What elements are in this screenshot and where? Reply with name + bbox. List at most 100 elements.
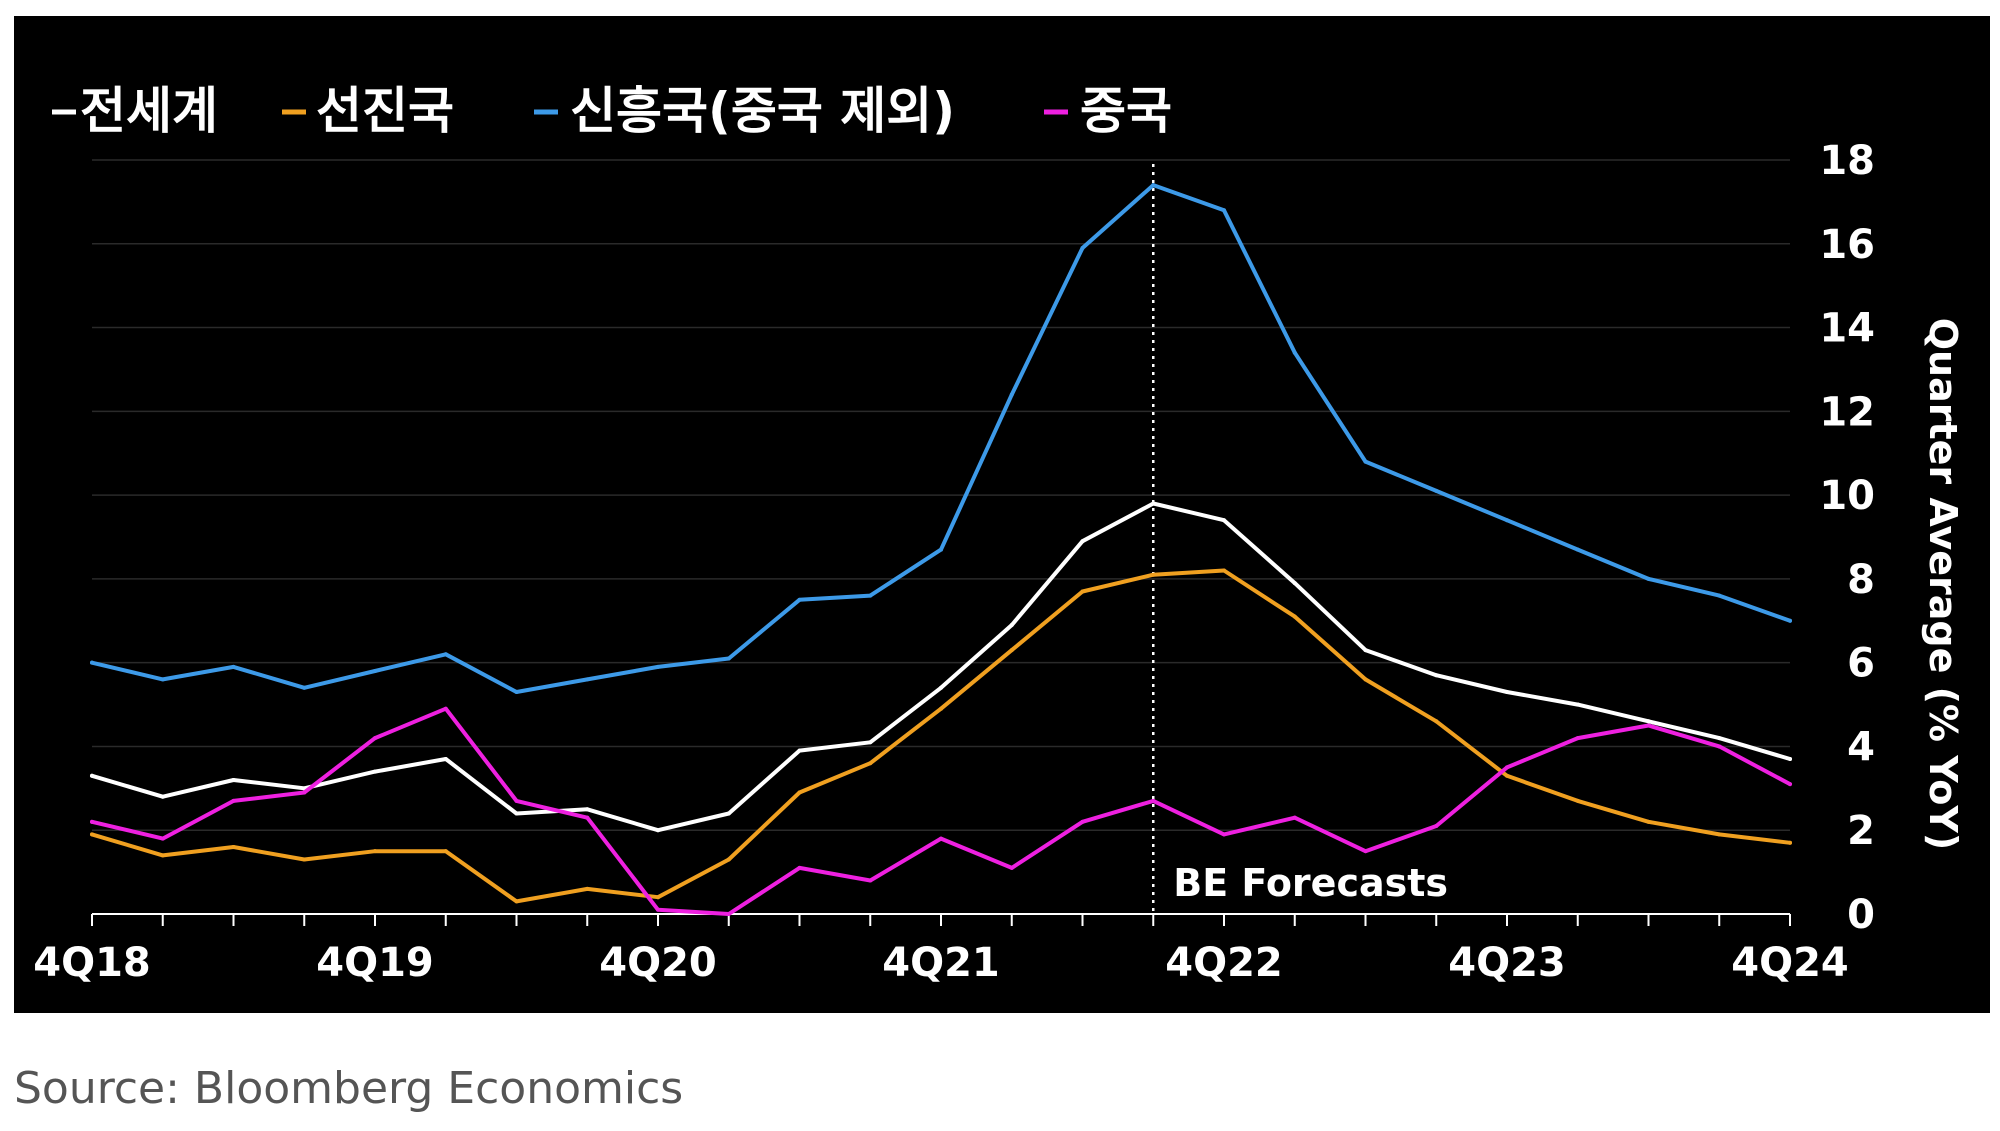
data-point-s3-3Q21: [868, 878, 873, 883]
y-tick-label-18: 18: [1819, 138, 1875, 184]
axes: 0 2 4 6 8 10 12 14 16 18 4Q18 4Q19 4Q20 4Q21 4Q22 4Q23 4…: [33, 138, 1875, 986]
data-point-s0-3Q23: [1434, 673, 1439, 678]
data-point-s0-4Q24: [1788, 757, 1792, 762]
data-point-s0-1Q20: [443, 757, 448, 762]
data-point-s1-3Q22: [1151, 572, 1156, 577]
data-point-s2-3Q23: [1434, 488, 1439, 493]
series-line-2: [90, 183, 1792, 694]
x-tick-label-4Q20: 4Q20: [599, 940, 717, 986]
data-point-s1-4Q19: [373, 849, 377, 854]
data-point-s0-2Q22: [1080, 539, 1085, 544]
data-point-s3-2Q21: [797, 865, 802, 870]
data-point-s2-2Q24: [1646, 576, 1651, 581]
x-tick-label-4Q22: 4Q22: [1165, 940, 1283, 986]
data-point-s3-3Q23: [1434, 824, 1439, 829]
legend-label-2: 신흥국(중국 제외): [570, 82, 955, 140]
data-point-s0-4Q22: [1222, 518, 1226, 523]
y-axis-title: Quarter Average (% YoY): [1921, 318, 1965, 851]
forecast-annotation: BE Forecasts: [1152, 164, 1448, 914]
series-line-3: [90, 706, 1792, 916]
data-point-s2-2Q22: [1080, 245, 1085, 250]
data-point-s3-1Q23: [1292, 815, 1297, 820]
legend-label-0: 전세계: [80, 82, 218, 140]
data-point-s1-3Q23: [1434, 719, 1439, 724]
data-point-s3-2Q23: [1363, 849, 1368, 854]
legend-label-3: 중국: [1080, 82, 1172, 140]
data-point-s2-4Q23: [1505, 518, 1509, 523]
data-point-s2-4Q21: [939, 547, 943, 552]
data-point-s3-3Q22: [1151, 798, 1156, 803]
y-tick-label-14: 14: [1819, 306, 1875, 352]
y-tick-label-6: 6: [1847, 641, 1875, 687]
data-point-s2-4Q24: [1788, 618, 1792, 623]
data-point-s2-1Q20: [443, 652, 448, 657]
gridlines: [92, 159, 1790, 831]
data-point-s0-4Q23: [1505, 689, 1509, 694]
data-point-s1-1Q23: [1292, 614, 1297, 619]
data-point-s2-1Q19: [160, 677, 165, 682]
legend-label-1: 선진국: [316, 82, 454, 140]
data-point-s1-1Q21: [726, 857, 731, 862]
data-point-s0-4Q18: [90, 773, 94, 778]
data-point-s1-4Q23: [1505, 773, 1509, 778]
y-tick-label-0: 0: [1847, 892, 1875, 938]
series-line-0: [90, 501, 1792, 833]
data-point-s0-1Q21: [726, 811, 731, 816]
x-tick-label-4Q24: 4Q24: [1731, 940, 1849, 986]
data-point-s2-2Q23: [1363, 459, 1368, 464]
data-point-s1-4Q22: [1222, 568, 1226, 573]
source-note: Source: Bloomberg Economics: [14, 1063, 684, 1114]
data-point-s2-3Q24: [1717, 593, 1722, 598]
data-point-s0-3Q20: [585, 807, 590, 812]
data-point-s3-4Q19: [373, 736, 377, 741]
data-point-s1-4Q21: [939, 706, 943, 711]
data-point-s0-4Q21: [939, 685, 943, 690]
data-point-s3-4Q21: [939, 836, 943, 841]
data-point-s3-3Q24: [1717, 744, 1722, 749]
data-point-s2-2Q21: [797, 597, 802, 602]
data-point-s2-1Q24: [1575, 547, 1580, 552]
data-point-s3-4Q22: [1222, 832, 1226, 837]
y-tick-label-4: 4: [1847, 724, 1875, 770]
data-point-s3-4Q24: [1788, 782, 1792, 787]
x-tick-label-4Q18: 4Q18: [33, 940, 151, 986]
data-point-s1-1Q19: [160, 853, 165, 858]
data-point-s1-2Q19: [231, 844, 236, 849]
forecast-label: BE Forecasts: [1173, 861, 1448, 905]
data-point-s2-4Q19: [373, 669, 377, 674]
data-point-s2-3Q19: [302, 685, 307, 690]
line-chart: 0 2 4 6 8 10 12 14 16 18 4Q18 4Q19 4Q20 4Q21 4Q22 4Q23 4…: [33, 82, 1965, 986]
data-point-s1-2Q24: [1646, 819, 1651, 824]
data-point-s3-2Q22: [1080, 819, 1085, 824]
data-point-s0-1Q19: [160, 794, 165, 799]
data-point-s0-1Q23: [1292, 581, 1297, 586]
data-point-s3-4Q20: [656, 907, 660, 912]
data-point-s3-4Q23: [1505, 765, 1509, 770]
data-point-s3-1Q24: [1575, 736, 1580, 741]
data-point-s0-2Q21: [797, 748, 802, 753]
data-point-s3-3Q20: [585, 815, 590, 820]
data-point-s0-2Q20: [514, 811, 519, 816]
x-tick-label-4Q21: 4Q21: [882, 940, 1000, 986]
x-tick-label-4Q19: 4Q19: [316, 940, 434, 986]
data-point-s1-3Q19: [302, 857, 307, 862]
data-point-s1-1Q24: [1575, 798, 1580, 803]
legend: 전세계 선진국 신흥국(중국 제외) 중국: [52, 82, 1172, 140]
series-lines: [90, 183, 1792, 916]
data-point-s1-2Q21: [797, 790, 802, 795]
data-point-s0-4Q20: [656, 828, 660, 833]
data-point-s3-1Q19: [160, 836, 165, 841]
data-point-s1-3Q21: [868, 761, 873, 766]
data-point-s2-4Q18: [90, 660, 94, 665]
data-point-s0-2Q24: [1646, 719, 1651, 724]
data-point-s3-1Q21: [726, 912, 731, 916]
data-point-s2-4Q22: [1222, 208, 1226, 213]
data-point-s1-3Q20: [585, 886, 590, 891]
data-point-s1-2Q22: [1080, 589, 1085, 594]
data-point-s3-4Q18: [90, 819, 94, 824]
data-point-s3-1Q20: [443, 706, 448, 711]
data-point-s1-1Q20: [443, 849, 448, 854]
data-point-s2-3Q20: [585, 677, 590, 682]
y-tick-label-8: 8: [1847, 557, 1875, 603]
data-point-s2-3Q21: [868, 593, 873, 598]
